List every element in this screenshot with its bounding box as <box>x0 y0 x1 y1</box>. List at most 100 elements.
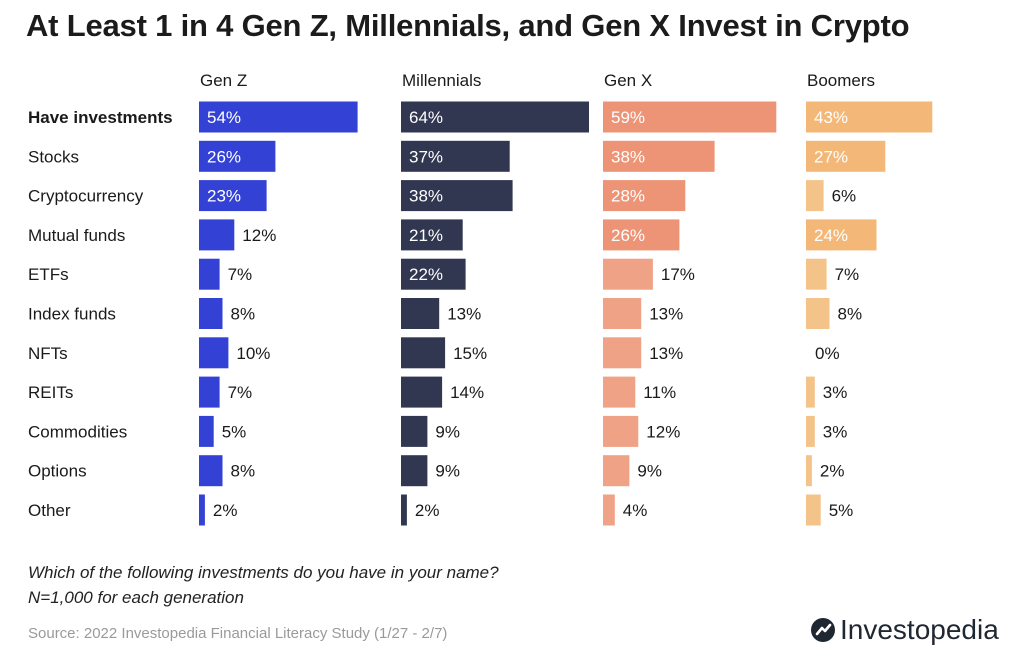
value-label-boomers-other: 5% <box>829 501 854 520</box>
value-label-gen-z-mutual-funds: 12% <box>242 226 276 245</box>
value-label-boomers-have-investments: 43% <box>814 108 848 127</box>
investopedia-logo: Investopedia <box>810 614 999 646</box>
value-label-boomers-mutual-funds: 24% <box>814 226 848 245</box>
category-label-have-investments: Have investments <box>28 108 173 127</box>
value-label-millennials-index-funds: 13% <box>447 305 481 324</box>
bar-millennials-mutual-funds <box>401 219 463 251</box>
category-label-mutual-funds: Mutual funds <box>28 226 125 245</box>
series-header-boomers: Boomers <box>807 71 875 90</box>
bar-gen-x-cryptocurrency <box>603 180 686 212</box>
category-label-other: Other <box>28 501 71 520</box>
brand-name: Investopedia <box>840 614 999 645</box>
bar-gen-x-have-investments <box>603 101 777 133</box>
series-header-gen-z: Gen Z <box>200 71 247 90</box>
question-note: Which of the following investments do yo… <box>28 563 499 582</box>
investopedia-logo-icon <box>811 618 835 642</box>
category-label-etfs: ETFs <box>28 265 69 284</box>
value-label-gen-z-reits: 7% <box>228 383 253 402</box>
value-label-millennials-nfts: 15% <box>453 344 487 363</box>
value-label-gen-z-other: 2% <box>213 501 238 520</box>
bar-chart: Gen Z Millennials Gen X Boomers Have investm… <box>28 71 933 526</box>
sample-note: N=1,000 for each generation <box>28 588 244 607</box>
bar-millennials-nfts <box>401 337 446 369</box>
bar-gen-x-commodities <box>603 415 639 447</box>
value-label-gen-z-etfs: 7% <box>228 265 253 284</box>
bar-millennials-other <box>401 494 407 526</box>
bar-boomers-etfs <box>806 258 827 290</box>
value-label-gen-x-other: 4% <box>623 501 648 520</box>
value-label-millennials-commodities: 9% <box>435 422 460 441</box>
bar-boomers-cryptocurrency <box>806 180 824 212</box>
value-label-gen-z-index-funds: 8% <box>231 305 256 324</box>
value-label-millennials-have-investments: 64% <box>409 108 443 127</box>
bar-gen-x-other <box>603 494 615 526</box>
bar-gen-x-index-funds <box>603 298 642 329</box>
value-label-gen-z-nfts: 10% <box>236 344 270 363</box>
value-label-millennials-other: 2% <box>415 501 440 520</box>
bar-gen-z-have-investments <box>199 101 358 133</box>
value-label-boomers-options: 2% <box>820 462 845 481</box>
bar-boomers-mutual-funds <box>806 219 877 251</box>
value-label-gen-x-stocks: 38% <box>611 147 645 166</box>
value-label-gen-z-options: 8% <box>231 462 256 481</box>
series-header-gen-x: Gen X <box>604 71 652 90</box>
bar-boomers-stocks <box>806 140 886 172</box>
bar-boomers-other <box>806 494 821 526</box>
bar-millennials-stocks <box>401 140 510 172</box>
bar-gen-x-stocks <box>603 140 715 172</box>
category-label-index-funds: Index funds <box>28 305 116 324</box>
bar-millennials-have-investments <box>401 101 589 133</box>
category-label-options: Options <box>28 462 87 481</box>
bar-millennials-options <box>401 455 428 487</box>
category-label-nfts: NFTs <box>28 344 68 363</box>
bar-boomers-index-funds <box>806 298 830 329</box>
bar-gen-z-other <box>199 494 205 526</box>
bar-gen-z-commodities <box>199 415 214 447</box>
bar-boomers-commodities <box>806 415 815 447</box>
bar-boomers-options <box>806 455 812 487</box>
bar-millennials-index-funds <box>401 298 440 329</box>
value-label-gen-x-reits: 11% <box>643 383 676 402</box>
value-label-gen-x-mutual-funds: 26% <box>611 226 645 245</box>
source-note: Source: 2022 Investopedia Financial Lite… <box>28 625 448 642</box>
bar-millennials-etfs <box>401 258 466 290</box>
value-label-boomers-reits: 3% <box>823 383 848 402</box>
bar-gen-x-nfts <box>603 337 642 369</box>
bar-boomers-reits <box>806 376 815 408</box>
value-label-boomers-index-funds: 8% <box>838 305 863 324</box>
bar-millennials-reits <box>401 376 443 408</box>
value-label-gen-z-cryptocurrency: 23% <box>207 187 241 206</box>
chart-title: At Least 1 in 4 Gen Z, Millennials, and … <box>26 8 910 43</box>
series-header-millennials: Millennials <box>402 71 481 90</box>
bar-gen-z-cryptocurrency <box>199 180 267 212</box>
bar-gen-x-options <box>603 455 630 487</box>
bar-gen-x-reits <box>603 376 636 408</box>
value-label-gen-z-stocks: 26% <box>207 147 241 166</box>
bar-gen-z-etfs <box>199 258 220 290</box>
bar-gen-z-index-funds <box>199 298 223 329</box>
category-label-cryptocurrency: Cryptocurrency <box>28 187 144 206</box>
bar-gen-x-etfs <box>603 258 653 290</box>
value-label-gen-x-options: 9% <box>637 462 662 481</box>
bar-gen-z-nfts <box>199 337 229 369</box>
value-label-gen-x-cryptocurrency: 28% <box>611 187 645 206</box>
bar-gen-z-reits <box>199 376 220 408</box>
category-label-stocks: Stocks <box>28 147 79 166</box>
category-label-reits: REITs <box>28 383 73 402</box>
value-label-gen-x-etfs: 17% <box>661 265 695 284</box>
value-label-millennials-stocks: 37% <box>409 147 443 166</box>
value-label-boomers-nfts: 0% <box>815 344 840 363</box>
value-label-boomers-stocks: 27% <box>814 147 848 166</box>
value-label-boomers-commodities: 3% <box>823 422 848 441</box>
value-label-gen-x-index-funds: 13% <box>649 305 683 324</box>
value-label-millennials-reits: 14% <box>450 383 484 402</box>
bar-gen-z-mutual-funds <box>199 219 235 251</box>
bar-gen-x-mutual-funds <box>603 219 680 251</box>
value-label-millennials-etfs: 22% <box>409 265 443 284</box>
value-label-gen-x-have-investments: 59% <box>611 108 645 127</box>
bar-millennials-commodities <box>401 415 428 447</box>
bar-boomers-have-investments <box>806 101 933 133</box>
bar-gen-z-stocks <box>199 140 276 172</box>
value-label-millennials-mutual-funds: 21% <box>409 226 443 245</box>
category-label-commodities: Commodities <box>28 422 127 441</box>
